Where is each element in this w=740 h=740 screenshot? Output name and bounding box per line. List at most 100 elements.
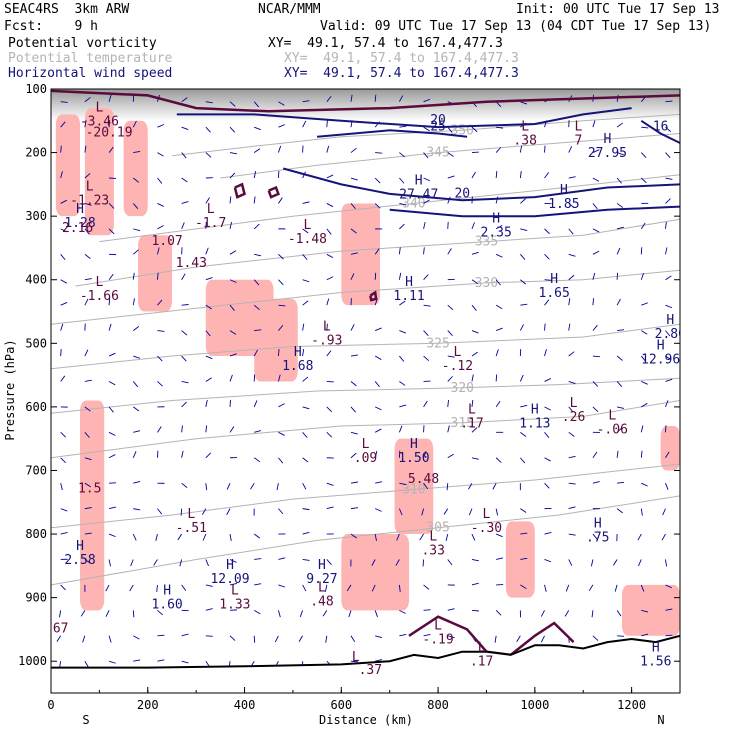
wind-vector [423,482,429,490]
wind-vector [544,378,552,382]
wind-vector [399,223,405,230]
wind-vector [471,582,479,586]
wind-vector [371,584,376,592]
wind-vector [592,298,594,306]
wind-vector [568,455,576,459]
wind-vector [302,100,310,103]
wind-vector [60,457,66,464]
wind-vector [568,482,576,485]
wind-vector [60,323,64,331]
wind-vector [302,584,307,592]
wind-vector [253,457,261,463]
wind-vector [229,353,237,357]
wind-vector [278,324,284,331]
x-tick-label: 1000 [520,698,549,712]
wind-vector [326,174,334,179]
wind-vector [253,609,261,615]
wind-vector [374,610,378,618]
wind-vector [60,171,63,179]
wind-vector [471,533,476,541]
wind-vector [423,152,429,159]
wind-vector [205,247,209,255]
wind-vector [496,126,504,129]
wind-vector [326,559,332,566]
theta-contour-label: 335 [475,235,498,250]
wind-vector [495,304,503,310]
wind-vector [229,221,233,229]
wind-vector [229,279,237,283]
wind-vector [60,302,68,306]
x-end-label-north: N [657,713,664,727]
extremum-letter: H [492,212,500,227]
wind-vector [302,349,305,357]
wind-vector [471,304,477,311]
wind-vector [157,330,165,332]
wind-vector [181,97,188,103]
wind-vector [157,299,163,306]
wind-vector [130,559,134,567]
wind-vector [108,298,111,306]
wind-vector [399,330,407,334]
wind-vector [84,432,90,438]
wind-vector [665,152,671,159]
extremum-letter: L [521,119,529,134]
wind-vector [592,451,598,459]
pv-fill-region [660,425,680,471]
wind-vector [253,304,260,311]
wind-vector [568,431,575,437]
extremum-letter: H [652,641,660,656]
valid-time: Valid: 09 UTC Tue 17 Sep 13 (04 CDT Tue … [320,19,712,34]
pv-fill-region [254,298,298,382]
wind-vector [544,145,546,153]
wind-vector [568,298,571,306]
wind-vector [132,326,140,331]
wind-vector [423,177,431,182]
wind-vector [302,120,307,128]
wind-vector [278,431,285,436]
wind-vector [60,375,66,382]
extremum-letter: L [95,275,103,290]
wind-vector [84,97,91,103]
wind-vector [132,381,139,388]
wind-vector [616,203,624,208]
extremum-letter: L [95,100,103,115]
wind-vector [302,323,305,331]
wind-vector [202,533,207,541]
wind-vector [447,126,453,133]
wind-vector [544,406,551,411]
wind-speed-contour [389,205,680,218]
pv-fill-region [123,120,148,217]
wind-vector [568,228,574,235]
extremum-letter: H [666,313,674,328]
wind-vector [253,279,260,286]
wind-vector [641,402,648,408]
extremum-value: -.51 [176,521,207,536]
wind-vector [229,304,235,311]
extremum-value: 27.95 [588,146,627,161]
wind-vector [181,330,188,336]
pv-fill-region [621,584,680,636]
field-name-pv: Potential vorticity [8,36,157,51]
wind-vector [129,584,134,592]
extremum-value: .09 [354,451,377,466]
wind-vector [398,247,401,255]
extremum-value: 1.13 [519,416,550,431]
wind-vector [132,533,137,541]
wind-vector [614,584,618,592]
wind-vector [495,225,503,230]
terrain-fill [51,635,680,693]
wind-vector [157,381,163,387]
wind-vector [181,425,183,433]
wind-vector [84,660,89,668]
wind-vector [302,254,308,260]
wind-vector [447,330,453,337]
extremum-value: 1.28 [64,216,95,231]
wind-vector [592,120,596,128]
wind-vector [665,304,673,309]
extremum-letter: L [468,402,476,417]
wind-vector [60,228,68,233]
wind-vector [253,400,258,408]
wind-vector [181,355,187,362]
wind-vector [520,431,527,437]
extremum-value: .38 [513,133,536,148]
